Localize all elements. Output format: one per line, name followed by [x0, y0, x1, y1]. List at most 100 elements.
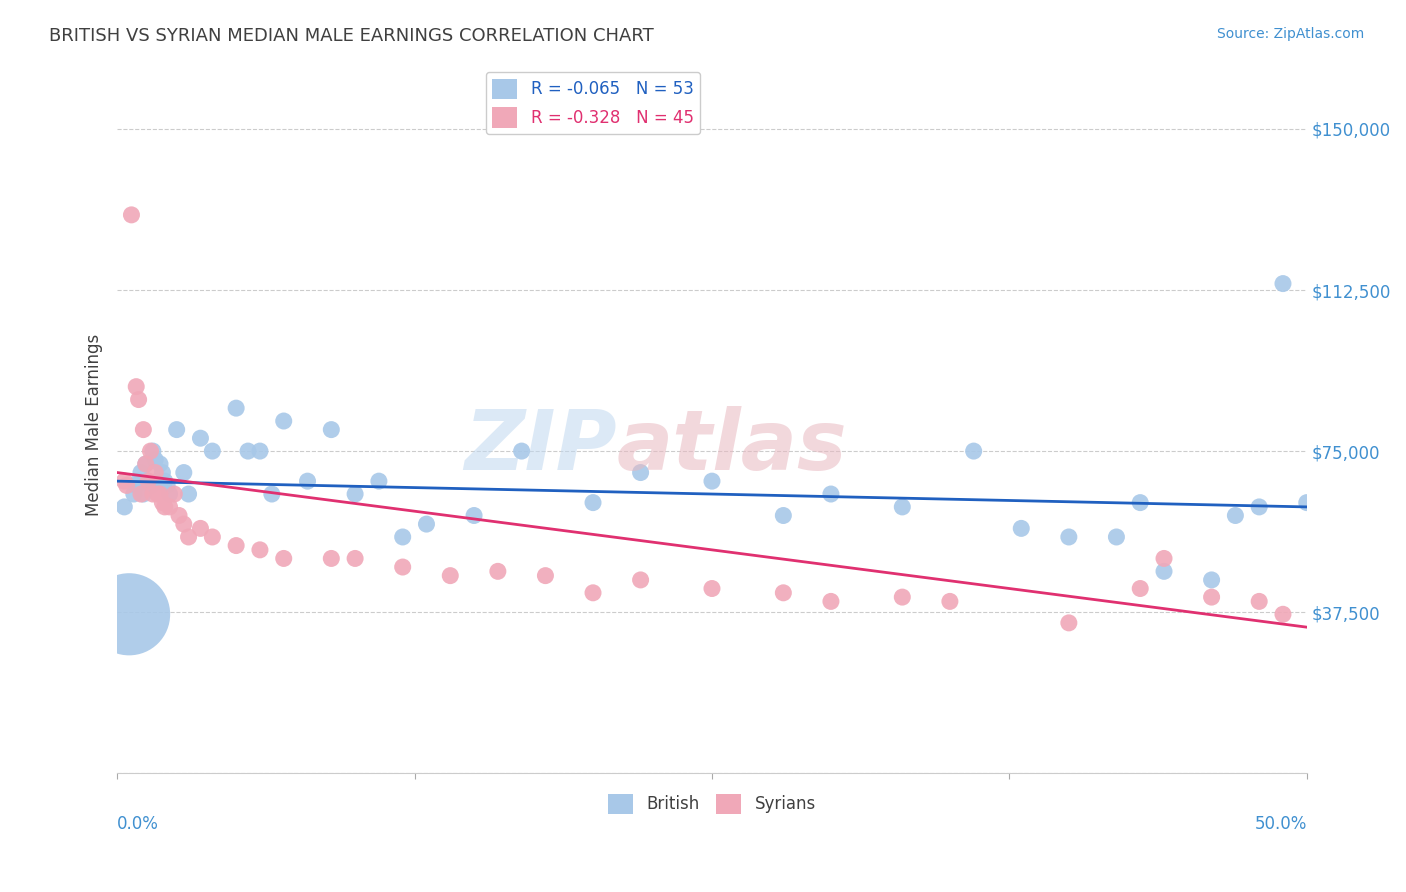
Point: [534, 568, 557, 582]
Point: [146, 487, 169, 501]
Point: [159, 487, 181, 501]
Point: [582, 586, 605, 600]
Point: [273, 414, 295, 428]
Point: [1010, 521, 1032, 535]
Point: [129, 487, 152, 501]
Point: [112, 500, 135, 514]
Point: [891, 590, 914, 604]
Point: [118, 607, 141, 622]
Point: [139, 444, 162, 458]
Point: [820, 487, 842, 501]
Point: [190, 521, 212, 535]
Point: [156, 478, 179, 492]
Point: [128, 474, 150, 488]
Point: [1249, 500, 1271, 514]
Point: [159, 500, 181, 514]
Point: [297, 474, 319, 488]
Point: [146, 474, 169, 488]
Point: [321, 423, 343, 437]
Point: [1129, 582, 1152, 596]
Point: [173, 517, 195, 532]
Text: 0.0%: 0.0%: [117, 815, 159, 833]
Point: [1153, 551, 1175, 566]
Point: [367, 474, 389, 488]
Point: [772, 586, 794, 600]
Point: [582, 495, 605, 509]
Point: [129, 466, 152, 480]
Point: [939, 594, 962, 608]
Point: [1153, 565, 1175, 579]
Point: [1129, 495, 1152, 509]
Point: [963, 444, 986, 458]
Point: [700, 582, 723, 596]
Point: [439, 568, 461, 582]
Text: BRITISH VS SYRIAN MEDIAN MALE EARNINGS CORRELATION CHART: BRITISH VS SYRIAN MEDIAN MALE EARNINGS C…: [49, 27, 654, 45]
Point: [121, 208, 143, 222]
Point: [225, 539, 247, 553]
Point: [136, 474, 159, 488]
Point: [122, 487, 145, 501]
Point: [510, 444, 533, 458]
Point: [630, 573, 652, 587]
Point: [236, 444, 259, 458]
Point: [166, 423, 188, 437]
Text: 50.0%: 50.0%: [1254, 815, 1306, 833]
Point: [321, 551, 343, 566]
Point: [249, 444, 271, 458]
Point: [772, 508, 794, 523]
Point: [260, 487, 283, 501]
Point: [820, 594, 842, 608]
Point: [177, 487, 200, 501]
Point: [139, 478, 162, 492]
Point: [153, 500, 176, 514]
Point: [132, 487, 155, 501]
Y-axis label: Median Male Earnings: Median Male Earnings: [86, 334, 103, 516]
Point: [201, 444, 224, 458]
Point: [143, 466, 166, 480]
Point: [273, 551, 295, 566]
Point: [225, 401, 247, 416]
Point: [344, 551, 367, 566]
Point: [135, 457, 157, 471]
Point: [1057, 530, 1080, 544]
Point: [463, 508, 485, 523]
Point: [150, 466, 173, 480]
Point: [201, 530, 224, 544]
Point: [344, 487, 367, 501]
Point: [167, 508, 190, 523]
Point: [136, 474, 159, 488]
Point: [1271, 277, 1294, 291]
Point: [1249, 594, 1271, 608]
Point: [135, 457, 157, 471]
Point: [1105, 530, 1128, 544]
Point: [1201, 590, 1223, 604]
Point: [128, 392, 150, 407]
Point: [700, 474, 723, 488]
Point: [125, 379, 148, 393]
Point: [173, 466, 195, 480]
Point: [125, 478, 148, 492]
Point: [891, 500, 914, 514]
Point: [190, 431, 212, 445]
Point: [112, 474, 135, 488]
Point: [391, 530, 413, 544]
Point: [177, 530, 200, 544]
Point: [163, 487, 186, 501]
Point: [415, 517, 437, 532]
Point: [1057, 615, 1080, 630]
Point: [149, 487, 172, 501]
Point: [143, 452, 166, 467]
Legend: British, Syrians: British, Syrians: [602, 787, 823, 821]
Point: [142, 444, 165, 458]
Text: atlas: atlas: [617, 406, 848, 487]
Point: [142, 487, 165, 501]
Point: [249, 542, 271, 557]
Point: [1225, 508, 1247, 523]
Point: [630, 466, 652, 480]
Point: [115, 478, 138, 492]
Text: ZIP: ZIP: [464, 406, 617, 487]
Point: [1295, 495, 1317, 509]
Point: [132, 423, 155, 437]
Point: [1201, 573, 1223, 587]
Text: Source: ZipAtlas.com: Source: ZipAtlas.com: [1216, 27, 1364, 41]
